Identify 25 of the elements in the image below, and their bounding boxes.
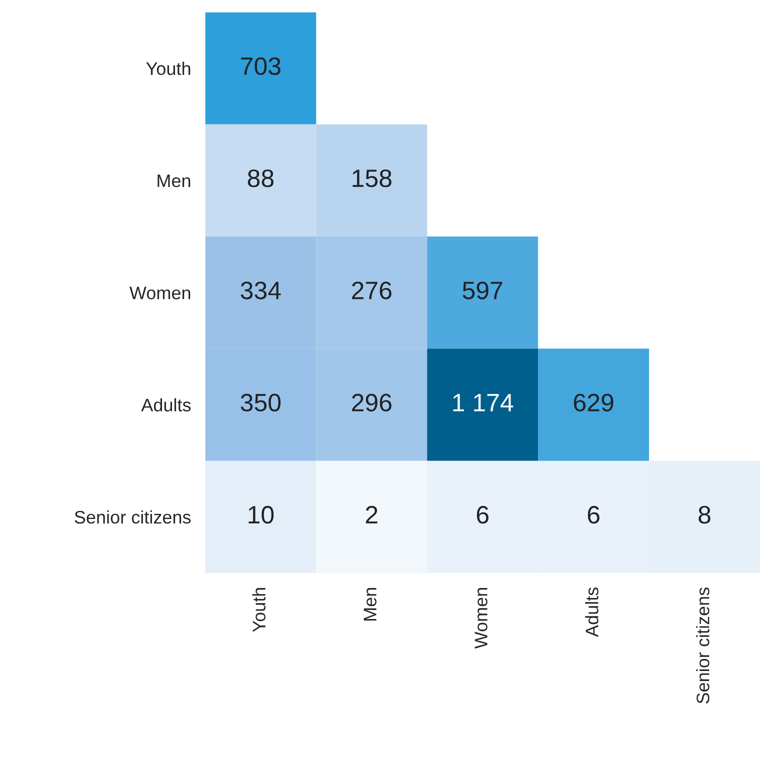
- data-label: 6: [588, 506, 600, 524]
- data-label: 158: [352, 169, 392, 188]
- data-label: 2: [366, 506, 378, 524]
- data-label: 597: [462, 282, 502, 300]
- data-label: 350: [240, 394, 281, 412]
- x-tick-label: Women: [474, 588, 488, 649]
- data-label: 276: [352, 282, 392, 300]
- x-tick-label: Senior citizens: [696, 588, 710, 704]
- x-tick-label: Adults: [585, 588, 598, 638]
- data-label: 10: [248, 506, 274, 524]
- data-label: 334: [240, 282, 281, 300]
- data-label: 703: [241, 57, 280, 76]
- x-tick-label: Youth: [252, 588, 266, 632]
- y-tick-label: Adults: [141, 398, 191, 412]
- y-tick-label: Women: [130, 286, 190, 300]
- data-label: 8: [698, 506, 710, 524]
- data-label: 88: [248, 169, 274, 188]
- y-tick-label: Youth: [146, 62, 190, 76]
- data-label: 6: [476, 506, 488, 524]
- y-tick-label: Senior citizens: [74, 510, 191, 524]
- y-tick-label: Men: [158, 174, 190, 188]
- data-label: 629: [574, 394, 614, 412]
- data-label: 1 174: [453, 394, 514, 412]
- data-label: 296: [352, 394, 392, 412]
- x-tick-label: Men: [364, 588, 376, 621]
